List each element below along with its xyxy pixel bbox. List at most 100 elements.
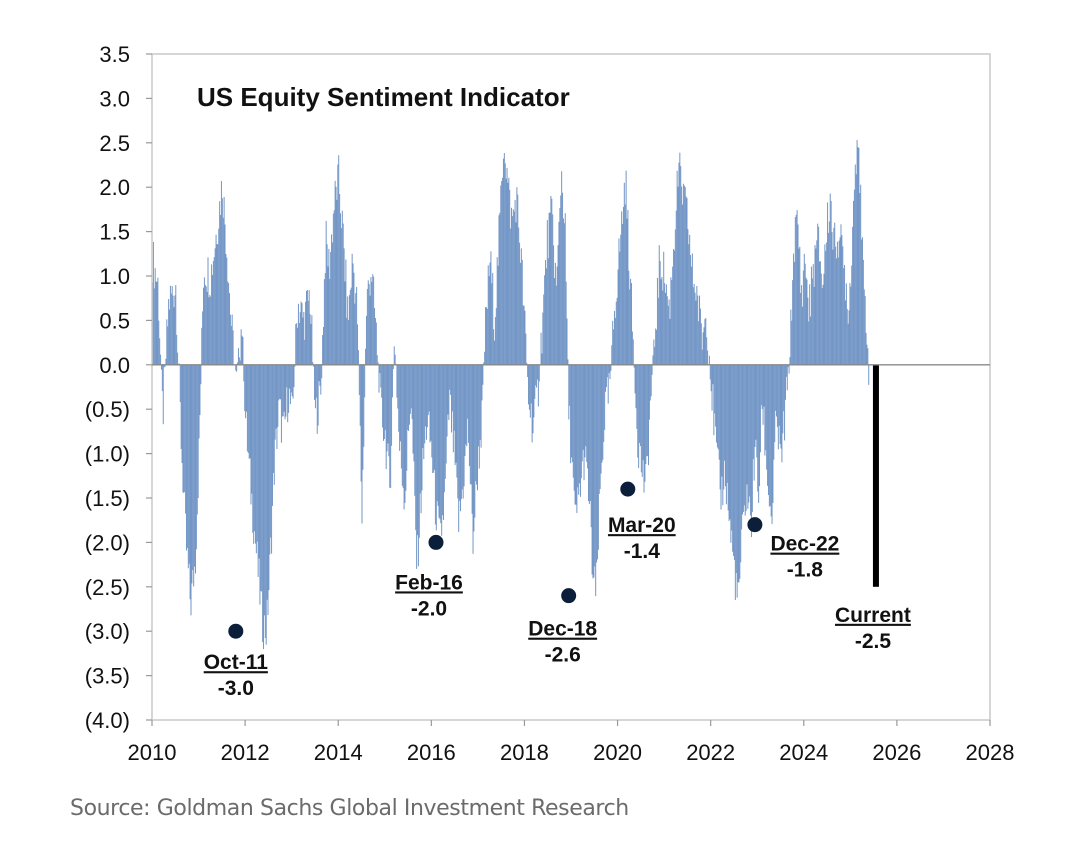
sentiment-bar xyxy=(494,340,496,365)
sentiment-bar xyxy=(845,283,847,365)
sentiment-bar xyxy=(626,218,628,365)
sentiment-bar xyxy=(366,288,368,365)
sentiment-bar xyxy=(686,198,688,365)
sentiment-bar xyxy=(415,364,417,531)
sentiment-bar xyxy=(528,364,530,405)
sentiment-bar xyxy=(225,254,227,365)
sentiment-bar xyxy=(338,155,340,365)
sentiment-bar xyxy=(362,364,364,470)
sentiment-bar xyxy=(468,364,470,443)
sentiment-bar xyxy=(175,285,177,365)
sentiment-bar xyxy=(378,364,380,393)
sentiment-bar xyxy=(418,364,420,538)
sentiment-bar xyxy=(244,364,246,411)
sentiment-bar xyxy=(716,364,718,448)
sentiment-bar xyxy=(586,364,588,462)
sentiment-bar xyxy=(690,255,692,365)
annotation-value: -2.6 xyxy=(545,644,581,667)
sentiment-bar xyxy=(788,364,790,374)
sentiment-bar xyxy=(314,364,316,400)
sentiment-bar xyxy=(697,295,699,365)
sentiment-bar xyxy=(254,364,256,544)
sentiment-bar xyxy=(676,170,678,365)
sentiment-bar xyxy=(563,223,565,365)
sentiment-bar xyxy=(865,332,867,365)
sentiment-bar xyxy=(259,364,261,605)
sentiment-bar xyxy=(559,207,561,365)
sentiment-bar xyxy=(451,364,453,433)
sentiment-bar xyxy=(170,293,172,365)
sentiment-bar xyxy=(172,295,174,365)
sentiment-bar xyxy=(177,352,179,365)
sentiment-bar xyxy=(451,364,453,412)
sentiment-bar xyxy=(298,323,300,365)
sentiment-bar xyxy=(700,323,702,365)
sentiment-bar xyxy=(761,364,763,410)
sentiment-bar xyxy=(547,258,549,365)
sentiment-bar xyxy=(847,323,849,365)
sentiment-bar xyxy=(856,140,858,365)
sentiment-bar xyxy=(660,279,662,365)
sentiment-bar xyxy=(690,266,692,365)
sentiment-bar xyxy=(640,364,642,473)
sentiment-bar xyxy=(218,228,220,365)
sentiment-bar xyxy=(843,268,845,365)
sentiment-bar xyxy=(754,364,756,448)
sentiment-bar xyxy=(832,249,834,365)
sentiment-bar xyxy=(597,364,599,550)
sentiment-bar xyxy=(638,364,640,469)
sentiment-bar xyxy=(526,362,528,365)
sentiment-bar xyxy=(576,364,578,513)
sentiment-bar xyxy=(770,364,772,517)
sentiment-bar xyxy=(486,308,488,365)
sentiment-bar xyxy=(206,291,208,365)
sentiment-bar xyxy=(839,237,841,365)
sentiment-bar xyxy=(424,364,426,444)
sentiment-bar xyxy=(740,364,742,563)
sentiment-bar xyxy=(421,364,423,491)
sentiment-bar xyxy=(275,364,277,429)
sentiment-bar xyxy=(442,364,444,516)
sentiment-bar xyxy=(678,162,680,365)
sentiment-bar xyxy=(595,364,597,597)
sentiment-bar xyxy=(263,364,265,650)
axes-layer: 3.5 3.0 2.5 2.0 1.5 1.0 0.5 0.0 (0.5) (1.0) (1.5) (… xyxy=(85,42,1015,765)
sentiment-bar xyxy=(609,364,611,380)
sentiment-bar xyxy=(837,257,839,365)
sentiment-bar xyxy=(825,250,827,365)
sentiment-bar xyxy=(849,283,851,365)
sentiment-bar xyxy=(487,265,489,365)
sentiment-bar xyxy=(668,299,670,365)
low-marker xyxy=(747,517,763,533)
sentiment-bar xyxy=(624,204,626,365)
sentiment-bar xyxy=(801,306,803,365)
sentiment-bar xyxy=(254,364,256,532)
sentiment-bar xyxy=(394,354,396,365)
sentiment-bar xyxy=(390,364,392,489)
sentiment-bar xyxy=(564,213,566,365)
sentiment-bar xyxy=(174,295,176,365)
bars-layer xyxy=(152,140,879,650)
sentiment-bar xyxy=(453,364,455,431)
sentiment-bar xyxy=(235,364,237,371)
sentiment-bar xyxy=(260,364,262,592)
sentiment-bar xyxy=(637,364,639,458)
sentiment-bar xyxy=(695,300,697,365)
sentiment-bar xyxy=(746,364,748,485)
sentiment-bar xyxy=(782,364,784,434)
sentiment-bar xyxy=(645,364,647,465)
sentiment-bar xyxy=(664,283,666,365)
sentiment-bar xyxy=(652,355,654,365)
sentiment-bar xyxy=(349,289,351,365)
sentiment-bar xyxy=(245,364,247,419)
sentiment-bar xyxy=(327,266,329,365)
sentiment-bar xyxy=(653,339,655,365)
sentiment-bar xyxy=(481,364,483,401)
sentiment-bar xyxy=(417,364,419,567)
x-tick-label: 2012 xyxy=(221,740,270,765)
sentiment-bar xyxy=(786,364,788,391)
sentiment-bar xyxy=(681,186,683,365)
sentiment-bar xyxy=(446,364,448,437)
y-tick-label: (2.0) xyxy=(85,530,130,555)
sentiment-bar xyxy=(369,295,371,365)
